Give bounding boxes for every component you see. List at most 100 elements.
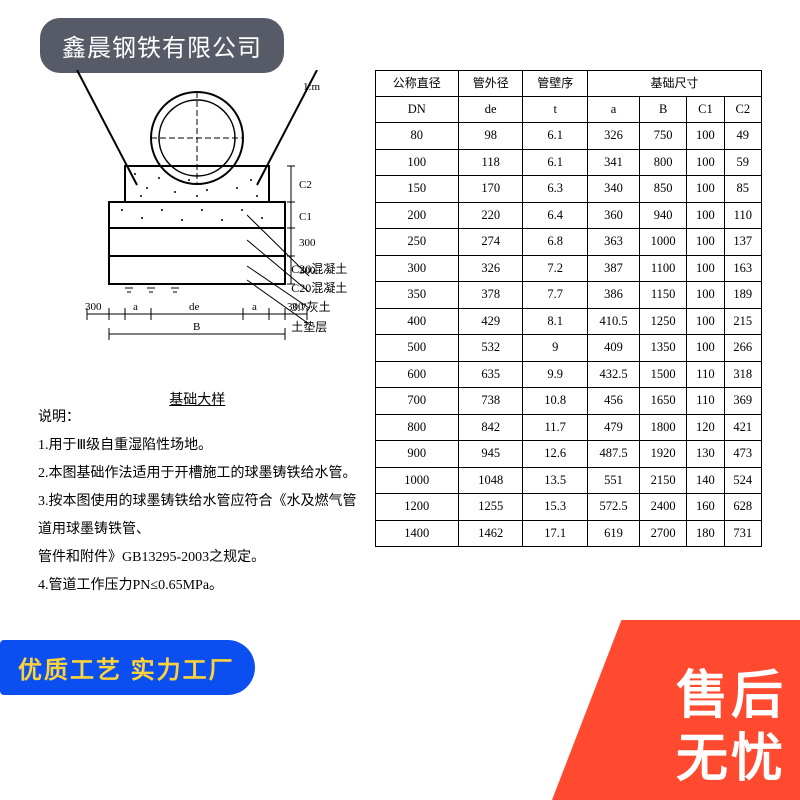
table-cell: 572.5 bbox=[587, 494, 639, 521]
th-dn: 公称直径 bbox=[375, 71, 458, 97]
table-cell: 100 bbox=[687, 308, 724, 335]
table-cell: 80 bbox=[375, 123, 458, 150]
table-cell: 341 bbox=[587, 149, 639, 176]
table-cell: 532 bbox=[458, 335, 523, 362]
table-cell: 160 bbox=[687, 494, 724, 521]
table-cell: 850 bbox=[640, 176, 687, 203]
service-line2: 无忧 bbox=[676, 728, 786, 790]
table-cell: 49 bbox=[724, 123, 761, 150]
table-cell: 945 bbox=[458, 441, 523, 468]
table-row: 70073810.84561650110369 bbox=[375, 388, 761, 415]
table-cell: 274 bbox=[458, 229, 523, 256]
table-row: 1001186.134180010059 bbox=[375, 149, 761, 176]
table-body: 80986.1326750100491001186.13418001005915… bbox=[375, 123, 761, 547]
layer-bed: 土垫层 bbox=[291, 318, 347, 337]
table-cell: 940 bbox=[640, 202, 687, 229]
table-cell: 400 bbox=[375, 308, 458, 335]
table-row: 1000104813.55512150140524 bbox=[375, 467, 761, 494]
table-cell: 387 bbox=[587, 255, 639, 282]
table-cell: 600 bbox=[375, 361, 458, 388]
table-row: 3503787.73861150100189 bbox=[375, 282, 761, 309]
left-column: 1:m C2 C1 300 300 300 a de a 300 B 基础大样 … bbox=[38, 70, 357, 600]
layer-c20a: C20混凝土 bbox=[291, 260, 347, 279]
table-cell: 369 bbox=[724, 388, 761, 415]
table-cell: 1255 bbox=[458, 494, 523, 521]
table-cell: 150 bbox=[375, 176, 458, 203]
table-cell: 100 bbox=[687, 202, 724, 229]
table-cell: 137 bbox=[724, 229, 761, 256]
table-cell: 11.7 bbox=[523, 414, 588, 441]
table-cell: 1800 bbox=[640, 414, 687, 441]
table-cell: 1048 bbox=[458, 467, 523, 494]
table-cell: 421 bbox=[724, 414, 761, 441]
table-cell: 110 bbox=[687, 388, 724, 415]
table-cell: 120 bbox=[687, 414, 724, 441]
table-cell: 59 bbox=[724, 149, 761, 176]
dim-B: B bbox=[193, 321, 200, 333]
dim-300a: 300 bbox=[299, 237, 316, 249]
table-cell: 8.1 bbox=[523, 308, 588, 335]
table-cell: 1350 bbox=[640, 335, 687, 362]
table-cell: 378 bbox=[458, 282, 523, 309]
table-row: 80084211.74791800120421 bbox=[375, 414, 761, 441]
table-row: 2502746.83631000100137 bbox=[375, 229, 761, 256]
th-sub-dn: DN bbox=[375, 96, 458, 123]
notes-block: 说明： 1.用于Ⅲ级自重湿陷性场地。 2.本图基础作法适用于开槽施工的球墨铸铁给… bbox=[38, 404, 357, 600]
note-1: 1.用于Ⅲ级自重湿陷性场地。 bbox=[38, 432, 357, 460]
table-cell: 628 bbox=[724, 494, 761, 521]
table-cell: 200 bbox=[375, 202, 458, 229]
table-cell: 318 bbox=[724, 361, 761, 388]
layer-lime: 3:7灰土 bbox=[291, 298, 347, 317]
table-cell: 6.3 bbox=[523, 176, 588, 203]
slope-label: 1:m bbox=[303, 81, 321, 93]
table-cell: 300 bbox=[375, 255, 458, 282]
table-cell: 163 bbox=[724, 255, 761, 282]
foundation-diagram: 1:m C2 C1 300 300 300 a de a 300 B 基础大样 … bbox=[47, 70, 347, 380]
note-3a: 3.按本图使用的球墨铸铁给水管应符合《水及燃气管道用球墨铸铁管、 bbox=[38, 488, 357, 544]
table-row: 90094512.6487.51920130473 bbox=[375, 441, 761, 468]
table-cell: 2150 bbox=[640, 467, 687, 494]
table-cell: 738 bbox=[458, 388, 523, 415]
table-cell: 180 bbox=[687, 520, 724, 547]
th-sub-a: a bbox=[587, 96, 639, 123]
table-cell: 13.5 bbox=[523, 467, 588, 494]
note-2: 2.本图基础作法适用于开槽施工的球墨铸铁给水管。 bbox=[38, 460, 357, 488]
table-cell: 551 bbox=[587, 467, 639, 494]
table-cell: 1000 bbox=[640, 229, 687, 256]
dim-300l: 300 bbox=[85, 301, 102, 313]
table-cell: 100 bbox=[687, 282, 724, 309]
table-cell: 100 bbox=[687, 255, 724, 282]
table-cell: 100 bbox=[687, 123, 724, 150]
table-cell: 9.9 bbox=[523, 361, 588, 388]
table-cell: 410.5 bbox=[587, 308, 639, 335]
table-row: 6006359.9432.51500110318 bbox=[375, 361, 761, 388]
table-cell: 1000 bbox=[375, 467, 458, 494]
table-cell: 7.2 bbox=[523, 255, 588, 282]
table-cell: 12.6 bbox=[523, 441, 588, 468]
table-cell: 635 bbox=[458, 361, 523, 388]
th-sub-B: B bbox=[640, 96, 687, 123]
table-cell: 10.8 bbox=[523, 388, 588, 415]
table-row: 2002206.4360940100110 bbox=[375, 202, 761, 229]
table-cell: 130 bbox=[687, 441, 724, 468]
table-cell: 800 bbox=[640, 149, 687, 176]
table-cell: 6.8 bbox=[523, 229, 588, 256]
table-cell: 1462 bbox=[458, 520, 523, 547]
th-sub-t: t bbox=[523, 96, 588, 123]
table-cell: 100 bbox=[375, 149, 458, 176]
table-cell: 6.1 bbox=[523, 149, 588, 176]
table-cell: 479 bbox=[587, 414, 639, 441]
table-cell: 100 bbox=[687, 229, 724, 256]
dimensions-table: 公称直径 管外径 管壁序 基础尺寸 DN de t a B C1 C2 8098… bbox=[375, 70, 762, 547]
table-cell: 360 bbox=[587, 202, 639, 229]
table-cell: 340 bbox=[587, 176, 639, 203]
table-cell: 473 bbox=[724, 441, 761, 468]
note-3b: 管件和附件》GB13295-2003之规定。 bbox=[38, 544, 357, 572]
table-cell: 842 bbox=[458, 414, 523, 441]
layer-c20b: C20混凝土 bbox=[291, 279, 347, 298]
table-cell: 220 bbox=[458, 202, 523, 229]
content-area: 1:m C2 C1 300 300 300 a de a 300 B 基础大样 … bbox=[38, 70, 762, 600]
table-cell: 432.5 bbox=[587, 361, 639, 388]
table-cell: 110 bbox=[724, 202, 761, 229]
th-de: 管外径 bbox=[458, 71, 523, 97]
